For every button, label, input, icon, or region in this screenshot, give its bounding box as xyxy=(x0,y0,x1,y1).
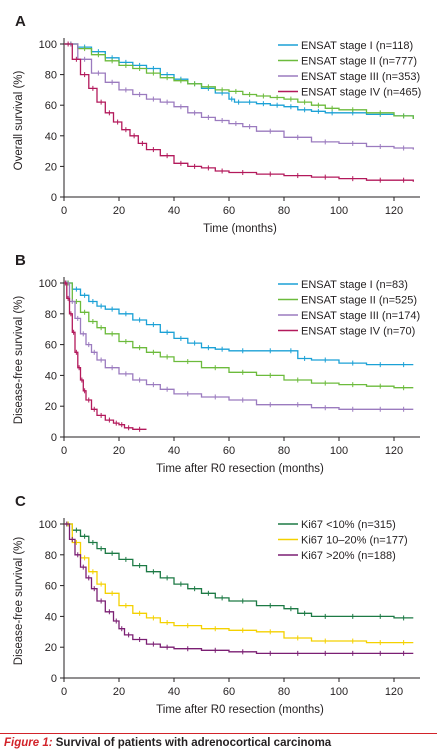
x-tick-label: 100 xyxy=(330,205,348,217)
legend-label: ENSAT stage II (n=525) xyxy=(301,295,417,307)
legend-label: Ki67 >20% (n=188) xyxy=(301,550,396,562)
y-tick-label: 0 xyxy=(51,192,57,204)
y-axis-label: Overall survival (%) xyxy=(13,70,25,170)
y-tick-label: 80 xyxy=(45,70,57,82)
x-tick-label: 20 xyxy=(113,445,125,457)
series-line xyxy=(64,43,414,150)
x-tick-label: 0 xyxy=(61,445,67,457)
x-axis-label: Time (months) xyxy=(203,223,277,235)
x-tick-label: 80 xyxy=(278,686,290,698)
x-axis-label: Time after R0 resection (months) xyxy=(156,704,324,716)
x-tick-label: 120 xyxy=(385,205,403,217)
y-tick-label: 20 xyxy=(45,642,57,654)
x-axis-label: Time after R0 resection (months) xyxy=(156,463,324,475)
y-tick-label: 60 xyxy=(45,581,57,593)
y-tick-label: 60 xyxy=(45,340,57,352)
x-tick-label: 120 xyxy=(385,445,403,457)
y-tick-label: 80 xyxy=(45,550,57,562)
panel-label: C xyxy=(15,493,26,510)
legend-label: ENSAT stage I (n=83) xyxy=(301,279,408,291)
series-line xyxy=(64,523,414,655)
series-line xyxy=(64,282,414,366)
series-line xyxy=(64,282,147,430)
x-tick-label: 80 xyxy=(278,205,290,217)
x-tick-label: 100 xyxy=(330,445,348,457)
x-tick-label: 60 xyxy=(223,686,235,698)
figure-chart-area: A 0 20 40 60 80 100 0 20 40 60 80 100 120 Time (months… xyxy=(13,13,421,716)
x-tick-label: 100 xyxy=(330,686,348,698)
chart-panel-b: B 0 20 40 60 80 100 0 20 40 60 80 100 120 Time after R… xyxy=(13,252,420,475)
y-tick-label: 0 xyxy=(51,673,57,685)
chart-panel-c: C 0 20 40 60 80 100 0 20 40 60 80 100 120 Time after R… xyxy=(13,493,420,716)
caption-label: Figure 1: xyxy=(4,737,53,749)
x-tick-label: 20 xyxy=(113,686,125,698)
series-line xyxy=(64,43,414,119)
panel-label: A xyxy=(15,13,26,30)
y-tick-label: 40 xyxy=(45,131,57,143)
x-tick-label: 60 xyxy=(223,445,235,457)
y-tick-label: 20 xyxy=(45,161,57,173)
x-tick-label: 80 xyxy=(278,445,290,457)
figure-svg: A 0 20 40 60 80 100 0 20 40 60 80 100 120 Time (months… xyxy=(13,13,421,716)
panel-label: B xyxy=(15,252,26,269)
legend-label: ENSAT stage II (n=777) xyxy=(301,56,417,68)
series-line xyxy=(64,523,414,644)
y-axis-label: Disease-free survival (%) xyxy=(13,296,25,425)
legend-label: ENSAT stage IV (n=70) xyxy=(301,326,415,338)
y-tick-label: 100 xyxy=(39,519,57,531)
x-tick-label: 0 xyxy=(61,205,67,217)
series-line xyxy=(64,282,414,410)
y-tick-label: 40 xyxy=(45,370,57,382)
x-tick-label: 20 xyxy=(113,205,125,217)
legend-label: Ki67 10–20% (n=177) xyxy=(301,535,408,547)
caption-text: Survival of patients with adrenocortical… xyxy=(55,737,332,749)
legend-label: ENSAT stage III (n=353) xyxy=(301,71,420,83)
y-tick-label: 0 xyxy=(51,432,57,444)
x-tick-label: 120 xyxy=(385,686,403,698)
chart-panel-a: A 0 20 40 60 80 100 0 20 40 60 80 100 120 Time (months… xyxy=(13,13,421,235)
y-tick-label: 80 xyxy=(45,309,57,321)
y-tick-label: 100 xyxy=(39,278,57,290)
x-tick-label: 60 xyxy=(223,205,235,217)
caption-divider xyxy=(0,733,437,734)
y-axis-label: Disease-free survival (%) xyxy=(13,537,25,666)
y-tick-label: 40 xyxy=(45,611,57,623)
legend-label: Ki67 <10% (n=315) xyxy=(301,519,396,531)
x-tick-label: 0 xyxy=(61,686,67,698)
legend-label: ENSAT stage IV (n=465) xyxy=(301,87,421,99)
x-tick-label: 40 xyxy=(168,445,180,457)
y-tick-label: 100 xyxy=(39,39,57,51)
x-tick-label: 40 xyxy=(168,205,180,217)
legend-label: ENSAT stage III (n=174) xyxy=(301,310,420,322)
figure-caption: Figure 1: Survival of patients with adre… xyxy=(4,737,331,749)
legend-label: ENSAT stage I (n=118) xyxy=(301,40,413,52)
y-tick-label: 60 xyxy=(45,100,57,112)
y-tick-label: 20 xyxy=(45,401,57,413)
x-tick-label: 40 xyxy=(168,686,180,698)
